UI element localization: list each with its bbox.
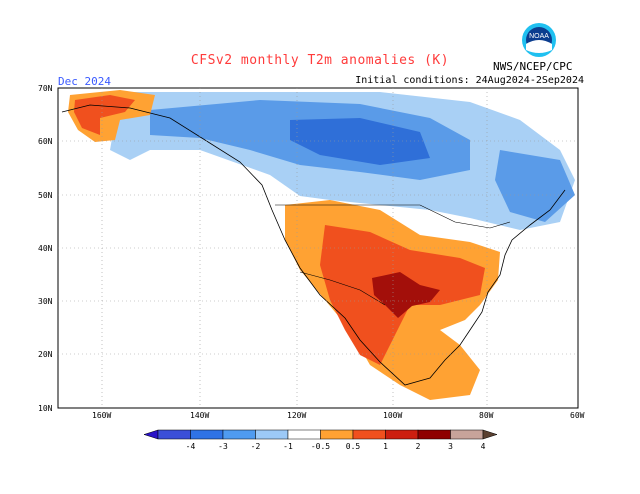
strong-cool-anomaly (290, 118, 430, 165)
lon-label: 60W (570, 411, 585, 420)
colorbar-swatch (255, 429, 289, 440)
coastline (61, 104, 566, 386)
colorbar-swatch (157, 429, 191, 440)
colorbar-arrow-high (482, 429, 498, 440)
lon-label: 100W (383, 411, 402, 420)
colorbar-swatch (287, 429, 321, 440)
lat-label: 50N (38, 191, 53, 200)
initial-conditions: Initial conditions: 24Aug2024-2Sep2024 (355, 75, 584, 86)
colorbar-swatch (352, 429, 386, 440)
lon-label: 80W (479, 411, 494, 420)
colorbar-swatch (190, 429, 224, 440)
colorbar-label: 3 (448, 442, 453, 451)
lat-label: 30N (38, 297, 53, 306)
lon-label: 160W (92, 411, 111, 420)
logo-text: NOAA (529, 33, 549, 40)
colorbar-swatch (450, 429, 484, 440)
colorbar-label: -1 (283, 442, 293, 451)
lat-label: 10N (38, 404, 53, 413)
colorbar-label: 2 (416, 442, 421, 451)
colorbar-swatch (385, 429, 419, 440)
us-mexico-border (299, 271, 386, 306)
map-grid (58, 88, 578, 408)
colorbar-arrow-low (143, 429, 159, 440)
colorbar-label: 4 (481, 442, 486, 451)
forecast-month: Dec 2024 (58, 75, 111, 88)
colorbar-swatch (320, 429, 354, 440)
us-canada-border (275, 204, 511, 229)
colorbar-label: -3 (218, 442, 228, 451)
colorbar-label: 0.5 (346, 442, 361, 451)
colorbar-label: 1 (383, 442, 388, 451)
colorbar-label: -0.5 (311, 442, 330, 451)
noaa-logo-icon: NOAA (522, 23, 556, 57)
colorbar: -4 -3 -2 -1 -0.5 0.5 1 2 3 4 (143, 429, 498, 451)
lon-label: 120W (287, 411, 306, 420)
colorbar-label: -4 (186, 442, 196, 451)
lat-label: 20N (38, 350, 53, 359)
lon-label: 140W (190, 411, 209, 420)
lat-label: 70N (38, 84, 53, 93)
map-title: CFSv2 monthly T2m anomalies (K) (190, 53, 450, 68)
texas-strong-warm (372, 272, 440, 318)
colorbar-label: -2 (251, 442, 261, 451)
org-label: NWS/NCEP/CPC (493, 60, 573, 73)
lat-label: 60N (38, 137, 53, 146)
colorbar-swatch (222, 429, 256, 440)
lat-label: 40N (38, 244, 53, 253)
colorbar-swatch (417, 429, 451, 440)
